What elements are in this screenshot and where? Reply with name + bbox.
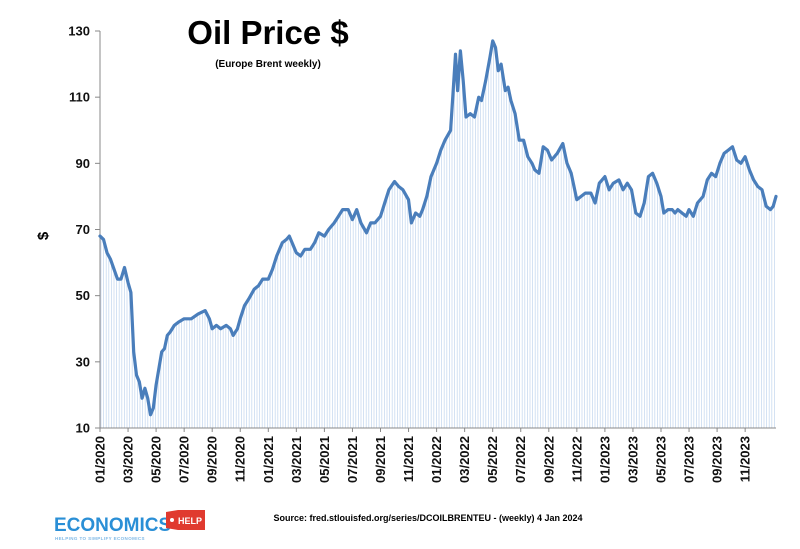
x-tick-label: 01/2021 (261, 436, 276, 483)
logo-help-tag-shape (166, 510, 205, 530)
y-tick-label: 90 (76, 156, 90, 171)
chart-subtitle: (Europe Brent weekly) (215, 59, 321, 70)
x-tick-label: 07/2023 (682, 436, 697, 483)
chart-title: Oil Price $ (187, 14, 348, 51)
x-tick-label: 03/2021 (289, 436, 304, 483)
logo-tag-hole (170, 518, 174, 522)
x-tick-label: 01/2022 (429, 436, 444, 483)
y-tick-label: 110 (69, 90, 90, 105)
x-tick-label: 05/2020 (149, 436, 164, 483)
x-tick-label: 01/2023 (597, 436, 612, 483)
x-tick-label: 09/2022 (541, 436, 556, 483)
y-tick-label: 70 (76, 222, 90, 237)
x-tick-label: 09/2023 (710, 436, 725, 483)
economics-help-logo: ECONOMICS HELP HELPING TO SIMPLIFY ECONO… (54, 510, 205, 541)
y-tick-label: 10 (76, 421, 90, 436)
x-tick-label: 03/2020 (121, 436, 136, 483)
x-tick-label: 11/2023 (738, 436, 753, 482)
x-tick-label: 05/2021 (317, 436, 332, 483)
x-tick-label: 07/2021 (345, 436, 360, 483)
x-tick-label: 09/2021 (373, 436, 388, 483)
x-tick-label: 05/2023 (653, 436, 668, 483)
x-tick-label: 03/2022 (457, 436, 472, 483)
y-tick-labels: 10 30 50 70 90 110 130 (68, 24, 90, 436)
x-tick-label: 03/2023 (625, 436, 640, 483)
x-tick-label: 07/2022 (513, 436, 528, 483)
series-line-brent (98, 39, 778, 417)
x-tick-labels: 01/2020 03/2020 05/2020 07/2020 09/2020 11/20… (93, 436, 753, 483)
x-tick-label: 05/2022 (485, 436, 500, 483)
x-tick-label: 07/2020 (177, 436, 192, 483)
y-tick-label: 50 (76, 288, 90, 303)
area-fill-hatch (100, 43, 775, 428)
x-tick-label: 11/2021 (401, 436, 416, 482)
x-tick-label: 09/2020 (205, 436, 220, 483)
x-tick-label: 11/2022 (569, 436, 584, 482)
y-tick-label: 30 (76, 354, 90, 369)
logo-help-text: HELP (178, 516, 202, 526)
axes (95, 30, 776, 432)
source-note: Source: fred.stlouisfed.org/series/DCOIL… (273, 513, 582, 523)
x-tick-label: 11/2020 (233, 436, 248, 482)
y-axis-label: $ (35, 231, 52, 240)
logo-tagline: HELPING TO SIMPLIFY ECONOMICS (55, 536, 145, 541)
x-tick-label: 01/2020 (93, 436, 108, 483)
y-tick-label: 130 (68, 24, 90, 39)
logo-text: ECONOMICS (54, 515, 171, 536)
